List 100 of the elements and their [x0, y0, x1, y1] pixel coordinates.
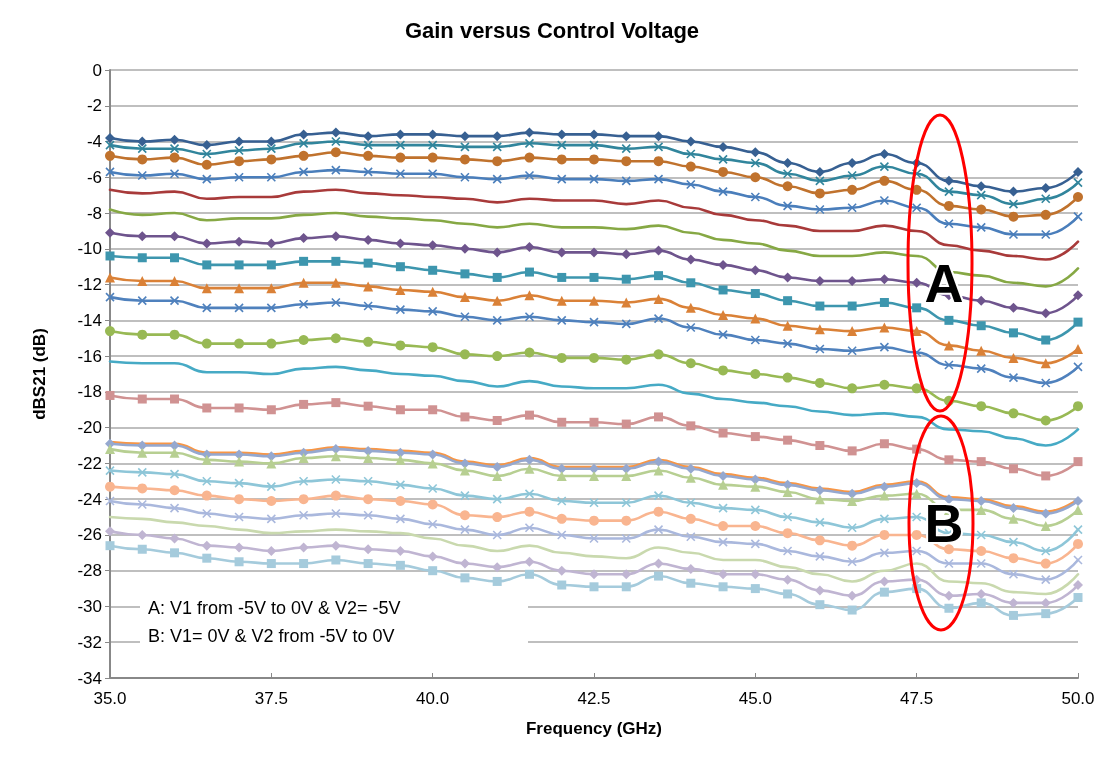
point — [750, 569, 761, 580]
point — [621, 297, 632, 308]
point — [427, 286, 438, 297]
point — [266, 514, 277, 524]
point — [201, 490, 212, 501]
point — [556, 140, 567, 150]
point — [718, 154, 728, 165]
point — [1073, 504, 1083, 515]
point — [718, 285, 728, 295]
point — [524, 311, 535, 322]
point — [847, 556, 857, 567]
x-tick-label: 40.0 — [416, 689, 450, 708]
point — [557, 272, 567, 282]
point — [428, 566, 438, 576]
point — [234, 557, 244, 567]
point — [266, 283, 277, 294]
point — [137, 295, 148, 306]
point — [363, 510, 373, 521]
point — [621, 515, 632, 526]
point — [169, 440, 180, 451]
point — [782, 528, 793, 539]
point — [976, 204, 987, 215]
point — [266, 154, 277, 165]
point — [750, 584, 760, 594]
point — [718, 365, 729, 376]
point — [782, 546, 793, 556]
point — [815, 551, 825, 562]
point — [459, 510, 470, 521]
point — [105, 272, 115, 283]
point — [427, 483, 438, 494]
point — [105, 390, 115, 400]
point — [976, 598, 986, 608]
point — [879, 490, 890, 501]
point — [105, 541, 115, 551]
point — [621, 569, 632, 580]
point — [1008, 464, 1018, 474]
point — [524, 267, 534, 277]
point — [556, 513, 567, 524]
point — [814, 485, 825, 496]
point — [1073, 555, 1083, 565]
point — [299, 559, 309, 569]
point — [1041, 335, 1051, 345]
point — [524, 569, 534, 579]
point — [686, 322, 696, 333]
point — [815, 204, 825, 215]
point — [589, 174, 599, 184]
point — [686, 531, 696, 542]
annotation: B — [924, 493, 964, 553]
point — [492, 142, 502, 152]
point — [718, 309, 729, 320]
y-tick-label: -18 — [77, 382, 102, 402]
point — [524, 454, 535, 465]
y-tick-label: -4 — [86, 132, 102, 152]
point — [266, 172, 277, 183]
point — [879, 297, 889, 307]
point — [621, 533, 632, 544]
annotation: A: V1 from -5V to 0V & V2= -5V — [148, 597, 402, 620]
point — [137, 544, 147, 554]
point — [395, 140, 406, 150]
point — [815, 301, 825, 311]
point — [976, 504, 987, 515]
point — [170, 548, 180, 558]
point — [750, 192, 761, 202]
point — [137, 329, 148, 340]
point — [1040, 508, 1051, 519]
point — [589, 533, 599, 544]
point — [556, 470, 567, 481]
point — [621, 497, 632, 508]
point — [395, 304, 406, 315]
point — [1008, 537, 1019, 547]
y-tick-label: -32 — [77, 632, 102, 652]
point — [201, 238, 212, 249]
point — [331, 256, 341, 266]
point — [556, 463, 567, 474]
point — [976, 457, 986, 467]
point — [879, 439, 889, 449]
point — [105, 251, 115, 261]
point — [201, 338, 212, 349]
point — [653, 506, 664, 517]
point — [395, 495, 406, 506]
point — [1040, 229, 1051, 240]
point — [169, 152, 180, 163]
point — [460, 172, 470, 183]
point — [1040, 378, 1051, 388]
point — [976, 295, 987, 306]
point — [1073, 401, 1083, 412]
point — [363, 167, 373, 177]
point — [718, 479, 729, 490]
point — [105, 444, 115, 455]
point — [556, 247, 567, 258]
point — [653, 131, 664, 142]
point — [621, 470, 632, 481]
point — [1008, 352, 1019, 363]
point — [589, 272, 599, 282]
point — [137, 447, 148, 458]
point — [395, 340, 406, 351]
point — [750, 147, 761, 158]
point — [911, 512, 922, 522]
point — [653, 313, 664, 324]
point — [395, 480, 406, 490]
